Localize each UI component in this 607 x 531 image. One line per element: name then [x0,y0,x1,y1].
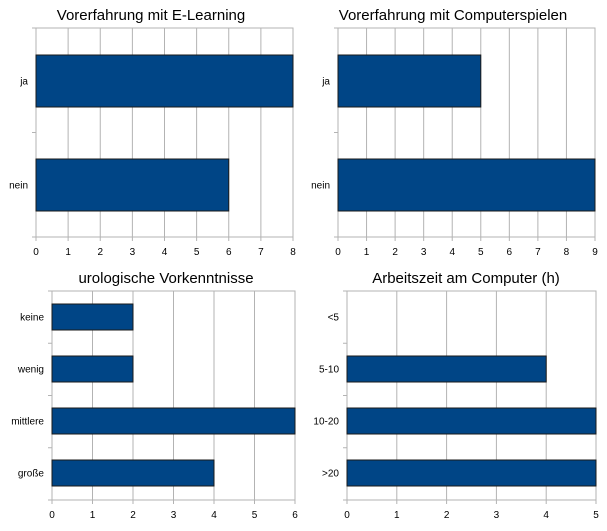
x-tick-label: 3 [421,247,427,258]
x-tick-label: 5 [593,510,599,521]
category-label: mittlere [11,417,44,428]
chart-panel-3: urologische Vorkenntnisse 0 1 2 3 4 5 6 keine wen… [11,270,298,521]
bar [51,355,134,383]
x-tick-label: 1 [394,510,400,521]
chart-panel-2: Vorerfahrung mit Computerspielen 0 1 2 3 4 5 6 7… [311,7,598,258]
x-tick-label: 2 [130,510,136,521]
category-label: ja [321,77,330,88]
bar [51,459,215,487]
x-tick-label: 7 [535,247,541,258]
x-tick-label: 2 [392,247,398,258]
x-tick-label: 9 [592,247,598,258]
x-tick-label: 4 [543,510,549,521]
x-tick-label: 5 [478,247,484,258]
category-label: nein [9,181,28,192]
bar [337,54,482,108]
x-tick-label: 8 [290,247,296,258]
bar [346,355,547,383]
x-tick-label: 2 [97,247,103,258]
x-tick-label: 2 [444,510,450,521]
category-label: >20 [322,469,339,480]
x-tick-label: 1 [364,247,370,258]
x-tick-label: 4 [162,247,168,258]
plot-frame [337,27,596,238]
x-tick-label: 1 [65,247,71,258]
bar [346,407,597,435]
bar [35,158,230,212]
category-label: nein [311,181,330,192]
x-tick-label: 1 [90,510,96,521]
plot-frame [51,290,296,501]
x-tick-label: 5 [252,510,258,521]
bar [51,407,296,435]
bar [51,303,134,331]
x-tick-label: 6 [292,510,298,521]
category-label: große [18,469,45,480]
x-tick-label: 0 [344,510,350,521]
category-label: <5 [328,313,340,324]
x-tick-label: 0 [335,247,341,258]
x-tick-label: 6 [226,247,232,258]
category-label: keine [20,313,44,324]
chart-title: Vorerfahrung mit E-Learning [57,7,245,24]
x-tick-label: 3 [130,247,136,258]
x-tick-label: 7 [258,247,264,258]
bar [337,158,596,212]
bar [346,459,597,487]
x-tick-label: 6 [507,247,513,258]
chart-title: Vorerfahrung mit Computerspielen [339,7,567,24]
chart-title: urologische Vorkenntnisse [78,270,253,287]
chart-panel-4: Arbeitszeit am Computer (h) 0 1 2 3 4 5 <5 5-10 1… [313,270,599,521]
x-tick-label: 5 [194,247,200,258]
category-label: 5-10 [319,365,339,376]
category-label: 10-20 [313,417,339,428]
bar [35,54,294,108]
chart-title: Arbeitszeit am Computer (h) [372,270,560,287]
x-tick-label: 4 [211,510,217,521]
category-label: wenig [17,365,44,376]
x-tick-label: 8 [564,247,570,258]
category-label: ja [19,77,28,88]
x-tick-label: 4 [449,247,455,258]
plot-frame [346,290,597,501]
plot-frame [35,27,294,238]
chart-panel-1: Vorerfahrung mit E-Learning 0 1 2 3 4 5 6 7 8 ja ne… [9,7,296,258]
x-tick-label: 0 [33,247,39,258]
x-tick-label: 0 [49,510,55,521]
x-tick-label: 3 [171,510,177,521]
x-tick-label: 3 [494,510,500,521]
